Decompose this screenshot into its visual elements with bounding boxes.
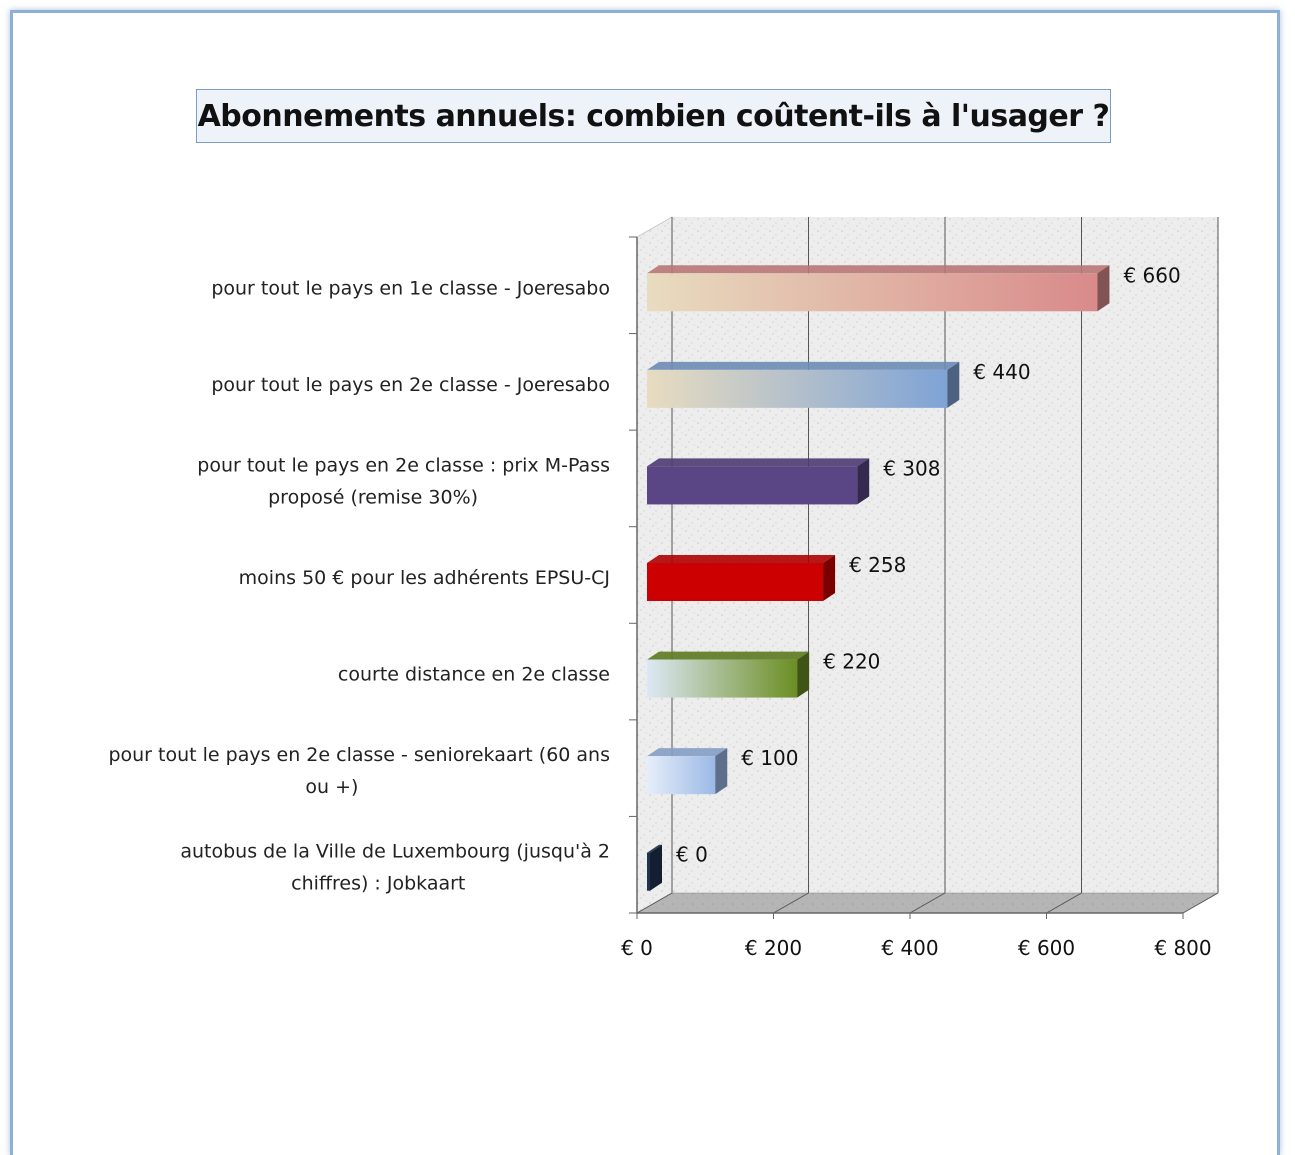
gridlines xyxy=(636,217,1219,914)
floor-gridline xyxy=(773,892,809,914)
axes: € 0 € 200 € 400 € 600 € 800 xyxy=(621,236,1212,960)
value-label: € 100 xyxy=(741,746,798,770)
category-label: ou +) xyxy=(305,776,358,798)
bar xyxy=(647,563,824,601)
category-label: pour tout le pays en 2e classe - Joeresa… xyxy=(211,374,610,396)
category-label: moins 50 € pour les adhérents EPSU-CJ xyxy=(239,567,610,589)
bar-top xyxy=(647,361,960,370)
bar-top xyxy=(647,748,728,757)
bar-top xyxy=(647,458,870,467)
x-tick-label: € 600 xyxy=(1018,936,1075,960)
x-tick-label: € 400 xyxy=(881,936,938,960)
category-label: chiffres) : Jobkaart xyxy=(291,873,465,895)
category-label: pour tout le pays en 2e classe : prix M-… xyxy=(197,454,610,476)
bar-end xyxy=(823,555,836,601)
labels: € 660 pour tout le pays en 1e classe - Jo… xyxy=(108,263,1180,894)
x-tick-label: € 0 xyxy=(621,936,653,960)
value-label: € 440 xyxy=(973,360,1030,384)
bar xyxy=(647,369,948,408)
floor-gridline xyxy=(1182,892,1219,914)
bar-end xyxy=(650,844,662,891)
bars xyxy=(647,265,1110,891)
chart-title-box: Abonnements annuels: combien coûtent-ils… xyxy=(196,89,1111,143)
category-label: courte distance en 2e classe xyxy=(338,664,610,686)
value-label: € 220 xyxy=(823,650,880,674)
bar xyxy=(647,273,1098,312)
chart-title: Abonnements annuels: combien coûtent-ils… xyxy=(197,98,1110,134)
category-label: autobus de la Ville de Luxembourg (jusqu… xyxy=(180,841,610,863)
bar xyxy=(647,852,650,891)
value-label: € 258 xyxy=(849,553,906,577)
bar-end xyxy=(947,361,960,408)
bar-top xyxy=(647,651,810,660)
floor-gridline xyxy=(636,892,673,914)
x-tick-label: € 800 xyxy=(1154,936,1211,960)
bar xyxy=(647,756,716,795)
floor-gridline xyxy=(909,892,946,914)
category-label: proposé (remise 30%) xyxy=(268,486,478,508)
bar-end xyxy=(715,748,728,795)
value-label: € 660 xyxy=(1123,263,1180,287)
floor-gridline xyxy=(1046,892,1082,914)
bar xyxy=(647,466,858,505)
value-label: € 0 xyxy=(676,843,708,867)
category-label: pour tout le pays en 1e classe - Joeresa… xyxy=(211,277,610,299)
x-tick-label: € 200 xyxy=(745,936,802,960)
value-label: € 308 xyxy=(883,456,940,480)
bar-end xyxy=(797,651,810,698)
bar-top xyxy=(647,265,1110,274)
bar-top xyxy=(647,555,836,563)
bar-end xyxy=(1097,265,1110,312)
bar-top xyxy=(647,844,662,853)
bar-end xyxy=(857,458,870,505)
category-label: pour tout le pays en 2e classe - seniore… xyxy=(108,744,610,766)
bar xyxy=(647,659,798,698)
